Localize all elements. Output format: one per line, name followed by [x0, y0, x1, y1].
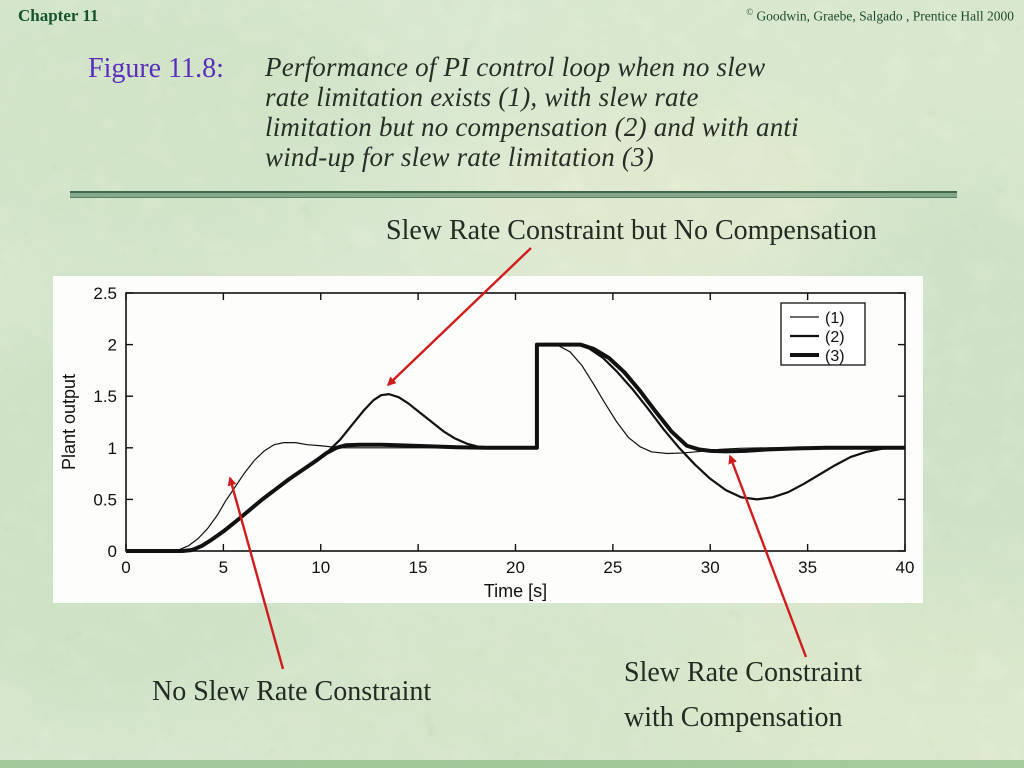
y-tick-label: 0	[108, 542, 117, 561]
x-tick-label: 20	[506, 558, 525, 577]
figure-caption: Performance of PI control loop when no s…	[265, 52, 965, 172]
x-tick-label: 15	[409, 558, 428, 577]
y-tick-label: 2	[108, 336, 117, 355]
copyright-text: Goodwin, Graebe, Salgado , Prentice Hall…	[756, 8, 1014, 24]
y-tick-label: 2.5	[93, 284, 117, 303]
plot-panel: 0 5 10 15 20 25 30 35 40 0 0.5 1 1.5 2 2.5 Time [s] Plan…	[53, 276, 923, 603]
figure-caption-line: wind-up for slew rate limitation (3)	[265, 142, 654, 172]
copyright-symbol: ©	[746, 7, 754, 17]
figure-caption-line: rate limitation exists (1), with slew ra…	[265, 82, 699, 112]
legend-entry-label: (1)	[825, 310, 845, 327]
y-axis-label: Plant output	[59, 374, 79, 470]
annotation-no-compensation: Slew Rate Constraint but No Compensation	[386, 215, 877, 246]
x-axis-label: Time [s]	[484, 581, 547, 601]
legend-entry-label: (3)	[825, 348, 845, 365]
chart-svg: 0 5 10 15 20 25 30 35 40 0 0.5 1 1.5 2 2.5 Time [s] Plan…	[59, 284, 915, 601]
x-tick-label: 25	[603, 558, 622, 577]
legend-entry-label: (2)	[825, 329, 845, 346]
annotation-with-compensation: Slew Rate Constraint with Compensation	[624, 650, 944, 740]
copyright-notice: © Goodwin, Graebe, Salgado , Prentice Ha…	[746, 7, 1014, 25]
figure-caption-line: Performance of PI control loop when no s…	[265, 52, 766, 82]
x-tick-label: 0	[121, 558, 130, 577]
x-tick-label: 5	[219, 558, 228, 577]
y-tick-label: 1	[108, 439, 117, 458]
x-tick-label: 35	[798, 558, 817, 577]
x-tick-label: 10	[311, 558, 330, 577]
figure-caption-line: limitation but no compensation (2) and w…	[265, 112, 799, 142]
annotation-line: with Compensation	[624, 702, 843, 733]
legend-box	[780, 302, 866, 366]
horizontal-divider	[70, 191, 957, 198]
x-tick-label: 40	[896, 558, 915, 577]
x-tick-label: 30	[701, 558, 720, 577]
annotation-no-slew-constraint: No Slew Rate Constraint	[152, 676, 432, 707]
chart-curve-1	[126, 343, 905, 552]
y-tick-label: 0.5	[93, 490, 117, 509]
chapter-header: Chapter 11	[18, 6, 99, 25]
chart-curve-3	[126, 342, 905, 553]
annotation-line: Slew Rate Constraint	[624, 657, 862, 688]
figure-number-label: Figure 11.8:	[88, 53, 224, 84]
y-tick-label: 1.5	[93, 387, 117, 406]
